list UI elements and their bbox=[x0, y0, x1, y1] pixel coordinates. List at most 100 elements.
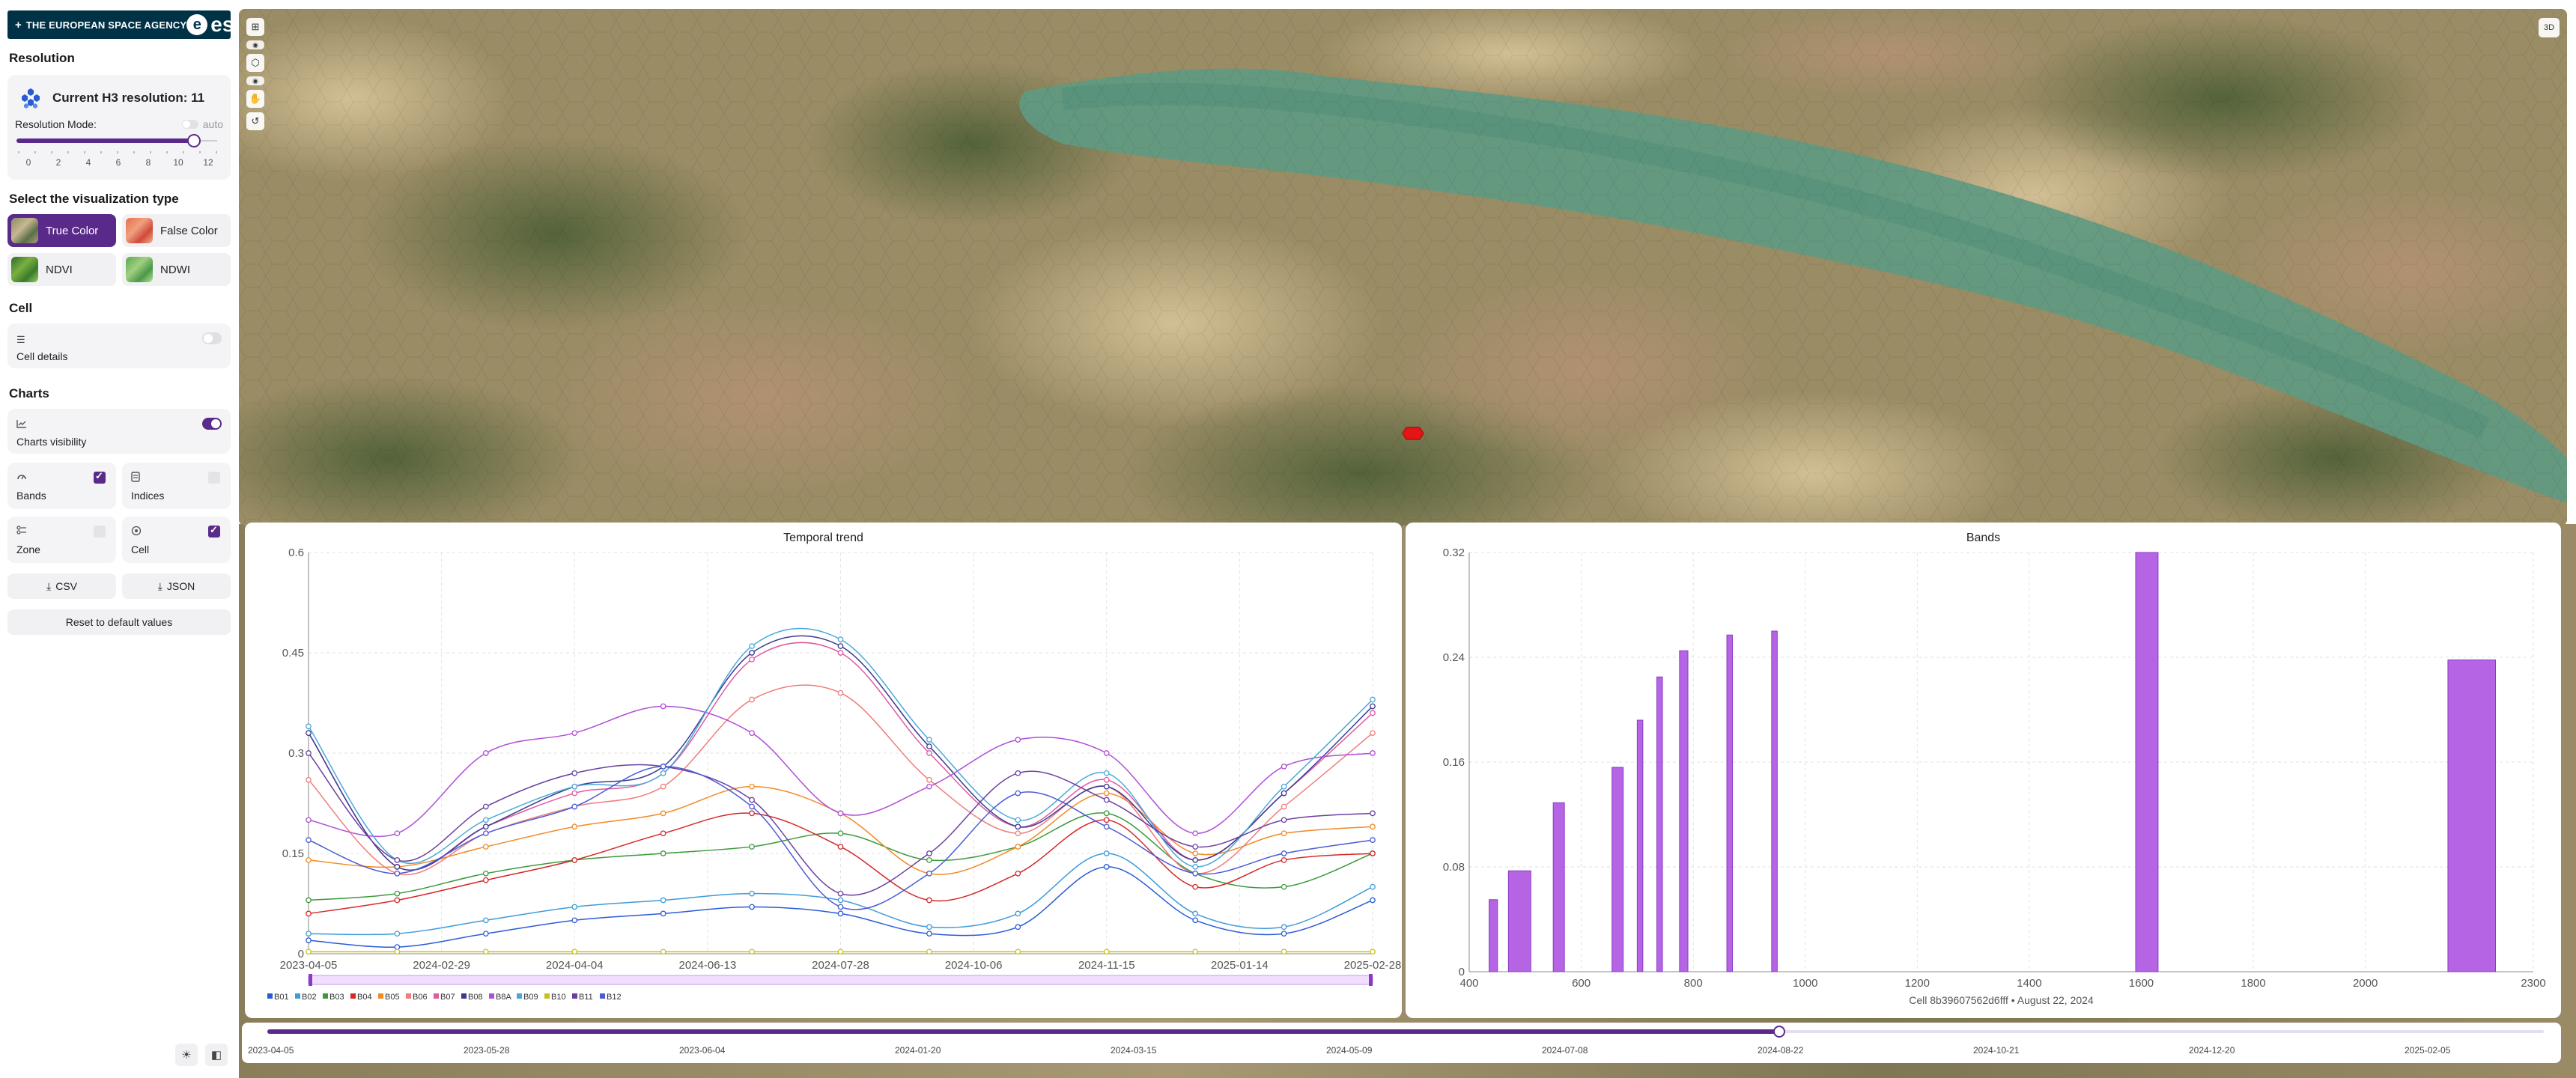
tick-label: 6 bbox=[115, 157, 121, 168]
data-point-B06 bbox=[1281, 803, 1287, 810]
x-tick-label: 800 bbox=[1684, 977, 1703, 990]
zone-label: Zone bbox=[16, 543, 40, 555]
sidebar: + THE EUROPEAN SPACE AGENCY e esa Resolu… bbox=[0, 0, 246, 1078]
resolution-slider-thumb[interactable] bbox=[187, 134, 201, 147]
band-bar bbox=[1489, 899, 1498, 972]
data-point-B8A bbox=[660, 703, 666, 710]
timeline-thumb[interactable] bbox=[1772, 1026, 1785, 1038]
data-point-B04 bbox=[306, 910, 312, 917]
indices-label: Indices bbox=[131, 490, 165, 502]
legend-swatch-B03 bbox=[323, 993, 328, 999]
layer-visibility-button[interactable]: ◉ bbox=[246, 40, 264, 49]
reset-button[interactable]: Reset to default values bbox=[7, 609, 231, 635]
resolution-title: Resolution bbox=[9, 51, 75, 65]
zoom-handle-right bbox=[1369, 974, 1373, 986]
viz-false-color-button[interactable]: False Color bbox=[122, 214, 231, 247]
zone-icon bbox=[16, 526, 27, 537]
data-point-B04 bbox=[1015, 870, 1021, 877]
x-tick-label: 2024-06-13 bbox=[679, 959, 737, 972]
x-tick-label: 1000 bbox=[1793, 977, 1817, 990]
indices-checkbox[interactable] bbox=[208, 472, 220, 484]
zone-checkbox[interactable] bbox=[94, 526, 106, 538]
data-point-B02 bbox=[660, 897, 666, 904]
data-point-B02 bbox=[1192, 910, 1199, 917]
y-tick-label: 0.32 bbox=[1443, 546, 1465, 559]
map-view[interactable]: ⊞ ◉ ⬡ ◉ ✋ ↺ 3D bbox=[239, 9, 2567, 526]
bands-chart[interactable]: 0 0.08 0.16 0.24 0.32 400 600 800 1000 1200 1400 16… bbox=[1406, 523, 2561, 1018]
hexagon-tool-button[interactable]: ⬡ bbox=[246, 54, 264, 72]
theme-toggle-button[interactable]: ☀ bbox=[175, 1044, 198, 1066]
pan-tool-button[interactable]: ✋ bbox=[246, 90, 264, 108]
data-point-B11 bbox=[394, 857, 401, 863]
charts-visibility-card: Charts visibility bbox=[7, 409, 231, 454]
data-point-B12 bbox=[837, 904, 844, 910]
timeline-date-label: 2024-08-22 bbox=[1758, 1045, 1804, 1056]
data-point-B03 bbox=[1103, 810, 1110, 817]
indices-chart-card[interactable]: Indices bbox=[122, 463, 231, 509]
cell-details-card: ☰ Cell details bbox=[7, 323, 231, 368]
viz-ndwi-button[interactable]: NDWI bbox=[122, 253, 231, 286]
data-point-B01 bbox=[660, 910, 666, 917]
legend-label-B01: B01 bbox=[274, 993, 289, 1002]
data-point-B09 bbox=[660, 770, 666, 776]
data-point-B03 bbox=[749, 844, 755, 850]
data-point-B09 bbox=[1015, 817, 1021, 823]
data-point-B10 bbox=[1103, 948, 1110, 955]
data-point-B08 bbox=[1192, 857, 1199, 863]
data-point-B02 bbox=[1103, 850, 1110, 856]
esa-logo[interactable]: + THE EUROPEAN SPACE AGENCY e esa bbox=[7, 10, 246, 39]
temporal-trend-chart[interactable]: 0 0.15 0.3 0.45 0.6 2023-04-05 2024-02-29 2024-… bbox=[245, 523, 1402, 1018]
selected-cell-marker[interactable] bbox=[1402, 427, 1424, 440]
data-point-B08 bbox=[926, 743, 932, 749]
cell-details-toggle[interactable] bbox=[202, 332, 222, 344]
select-tool-button[interactable]: ⊞ bbox=[246, 18, 264, 36]
data-point-B10 bbox=[749, 948, 755, 955]
data-point-B08 bbox=[394, 864, 401, 870]
map-toolbar: ⊞ ◉ ⬡ ◉ ✋ ↺ bbox=[246, 18, 264, 130]
json-download-button[interactable]: ⤓ JSON bbox=[122, 573, 231, 599]
reset-view-button[interactable]: ↺ bbox=[246, 112, 264, 130]
data-point-B8A bbox=[1281, 764, 1287, 770]
sidebar-collapse-button[interactable]: ◧ bbox=[205, 1044, 228, 1066]
zone-chart-card[interactable]: Zone bbox=[7, 517, 116, 563]
data-point-B11 bbox=[1370, 810, 1376, 817]
data-point-B06 bbox=[1370, 730, 1376, 737]
cell-chart-card[interactable]: Cell bbox=[122, 517, 231, 563]
charts-visibility-toggle[interactable] bbox=[202, 418, 222, 430]
data-point-B06 bbox=[1015, 830, 1021, 837]
ndwi-thumbnail bbox=[126, 257, 153, 282]
x-tick-label: 2023-04-05 bbox=[280, 959, 338, 972]
data-point-B01 bbox=[482, 931, 489, 937]
cell-checkbox[interactable] bbox=[208, 524, 220, 538]
auto-toggle[interactable] bbox=[181, 120, 198, 129]
csv-download-button[interactable]: ⤓ CSV bbox=[7, 573, 116, 599]
temporal-trend-panel: Temporal trend 0 0.15 0.3 0.45 0.6 2023-04-05… bbox=[245, 523, 1402, 1018]
current-resolution: Current H3 resolution: 11 bbox=[52, 91, 205, 105]
auto-mode[interactable]: auto bbox=[181, 118, 223, 130]
data-point-B08 bbox=[749, 650, 755, 656]
resolution-slider-rest[interactable] bbox=[195, 140, 217, 141]
viz-true-color-button[interactable]: True Color bbox=[7, 214, 116, 247]
json-label: JSON bbox=[166, 580, 195, 592]
hex-visibility-button[interactable]: ◉ bbox=[246, 76, 264, 85]
data-point-B09 bbox=[1370, 696, 1376, 703]
toggle-3d-button[interactable]: 3D bbox=[2539, 18, 2560, 37]
band-bar bbox=[2135, 552, 2159, 972]
bands-chart-card[interactable]: Bands bbox=[7, 463, 116, 509]
data-point-B04 bbox=[571, 857, 578, 863]
auto-label: auto bbox=[202, 118, 223, 130]
date-timeline: 2023-04-05 2023-05-28 2023-06-04 2024-01-20… bbox=[242, 1023, 2561, 1063]
x-tick-label: 1400 bbox=[2017, 977, 2041, 990]
bands-checkbox[interactable] bbox=[94, 470, 106, 484]
data-point-B10 bbox=[926, 948, 932, 955]
cell-title: Cell bbox=[9, 301, 33, 315]
resolution-slider-track[interactable] bbox=[16, 138, 195, 143]
data-point-B07 bbox=[1103, 776, 1110, 783]
viz-ndvi-button[interactable]: NDVI bbox=[7, 253, 116, 286]
data-point-B08 bbox=[1281, 790, 1287, 797]
data-point-B12 bbox=[394, 870, 401, 877]
data-point-B05 bbox=[1370, 823, 1376, 830]
data-point-B03 bbox=[1281, 883, 1287, 890]
data-point-B12 bbox=[749, 803, 755, 810]
